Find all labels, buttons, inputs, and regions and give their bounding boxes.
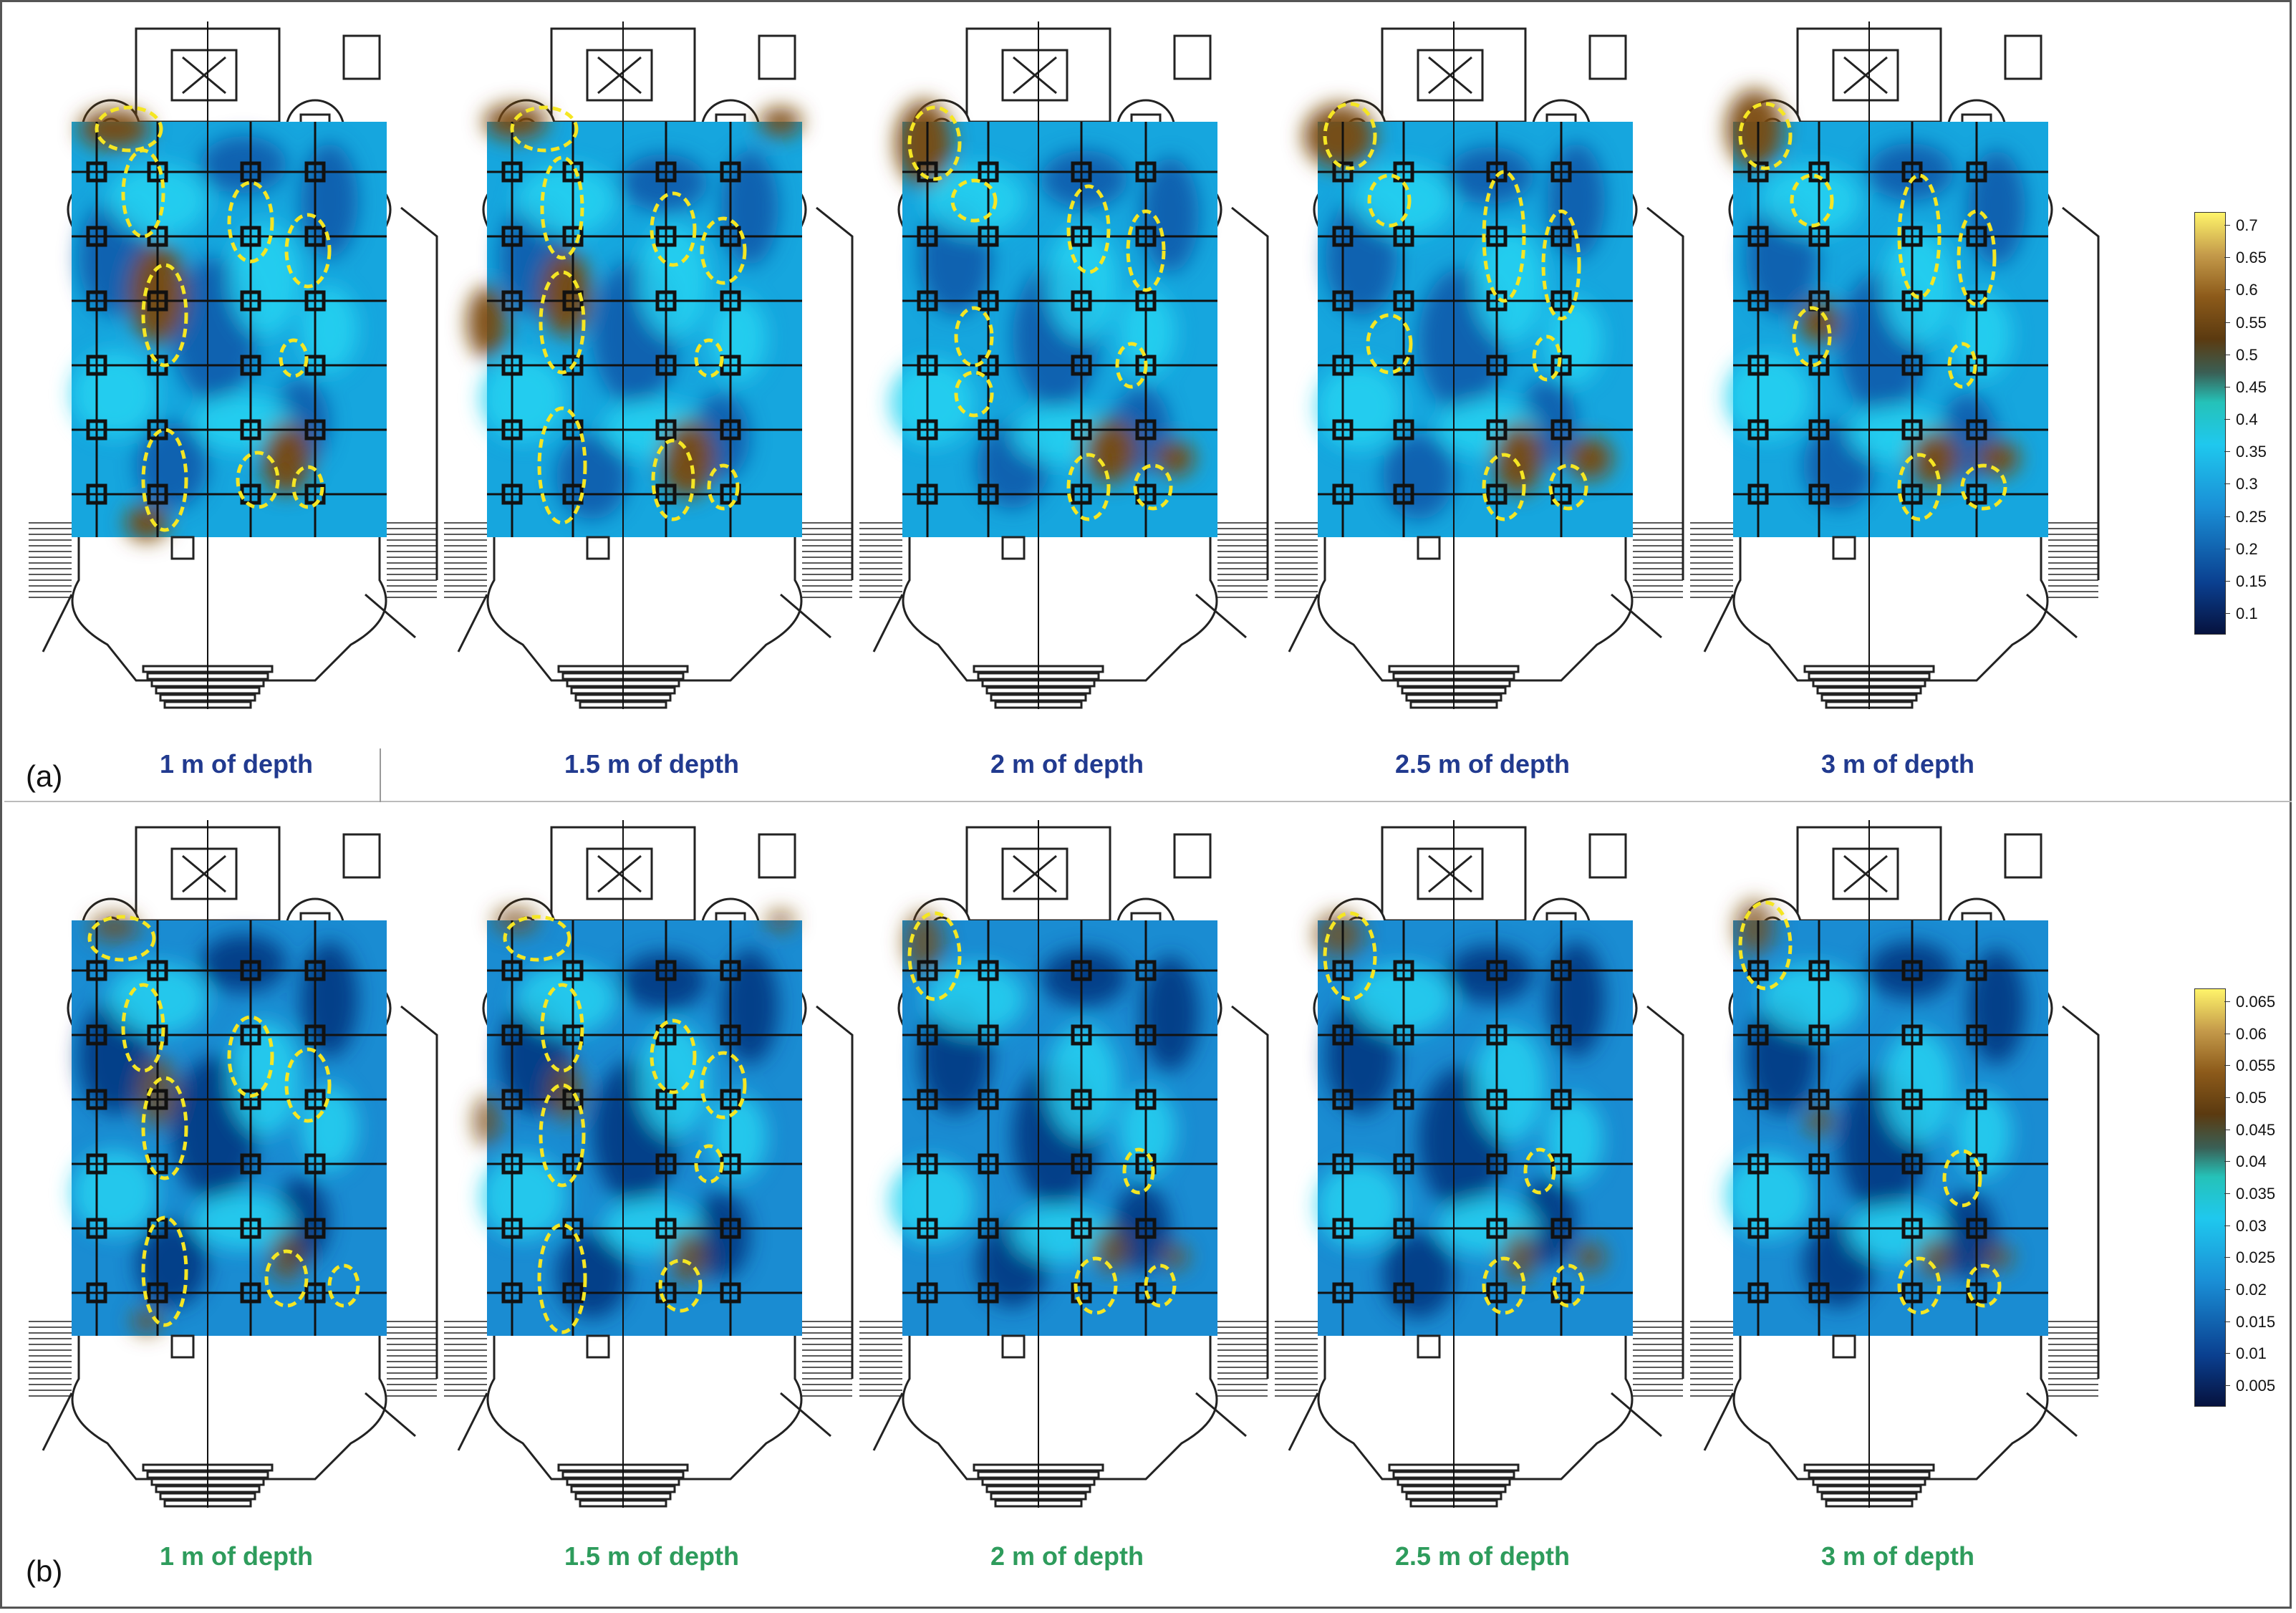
pillar-grid	[902, 820, 1217, 1508]
map-panel-a-3	[859, 21, 1275, 738]
caption-b-3: 2 m of depth	[990, 1541, 1144, 1571]
colorbar-tick: 0.45	[2224, 377, 2267, 396]
anomaly-highlights	[503, 915, 747, 1334]
pillar-grid	[1733, 820, 2048, 1508]
colorbar-gradient	[2194, 988, 2226, 1407]
colorbar-tick: 0.04	[2224, 1152, 2267, 1171]
colorbar-tick: 0.015	[2224, 1312, 2276, 1331]
pillar-grid	[487, 21, 802, 709]
colorbar-tick: 0.1	[2224, 605, 2258, 622]
pillar-grid	[72, 820, 387, 1508]
colorbar-tick: 0.15	[2224, 572, 2267, 590]
anomaly-highlights	[87, 915, 360, 1327]
colorbar-tick: 0.3	[2224, 475, 2258, 493]
colorbar-tick: 0.2	[2224, 539, 2258, 558]
anomaly-highlights	[1323, 911, 1585, 1315]
map-panel-a-5	[1690, 21, 2106, 738]
anomaly-highlights	[1323, 102, 1588, 521]
floor-plan-map	[1690, 21, 2100, 709]
heatmap-layer	[1303, 104, 1633, 537]
map-panel-b-3	[859, 820, 1275, 1536]
heatmap-layer	[1725, 900, 2048, 1336]
caption-a-5: 3 m of depth	[1821, 749, 1974, 779]
anomaly-highlights	[907, 105, 1173, 521]
colorbar-tick: 0.7	[2224, 216, 2258, 234]
colorbar-tick: 0.02	[2224, 1281, 2267, 1299]
caption-b-4: 2.5 m of depth	[1394, 1541, 1571, 1571]
heatmap-layer	[72, 913, 387, 1336]
row-divider	[4, 801, 2292, 802]
anomaly-highlights	[1738, 102, 2007, 521]
pillar-grid	[902, 21, 1217, 709]
floor-plan-map	[29, 820, 438, 1508]
floor-plan-map	[1690, 820, 2100, 1508]
row-label-a: (a)	[26, 759, 63, 793]
anomaly-highlights	[1738, 900, 2002, 1315]
colorbar-tick: 0.65	[2224, 249, 2267, 267]
colorbar-tick: 0.4	[2224, 410, 2258, 428]
map-panel-b-2	[444, 820, 859, 1536]
caption-a-4: 2.5 m of depth	[1394, 749, 1571, 779]
caption-a-1: 1 m of depth	[160, 749, 313, 779]
colorbar-tick: 0.35	[2224, 443, 2267, 461]
caption-b-1: 1 m of depth	[160, 1541, 313, 1571]
anomaly-highlights	[510, 105, 747, 525]
floor-plan-map	[1275, 21, 1684, 709]
heatmap-layer	[889, 912, 1217, 1336]
colorbar-tick: 0.05	[2224, 1089, 2267, 1107]
colorbar-tick: 0.025	[2224, 1248, 2276, 1267]
map-panel-b-4	[1275, 820, 1690, 1536]
colorbar-tick: 0.005	[2224, 1377, 2276, 1395]
anomaly-highlights	[907, 911, 1177, 1315]
colorbar-tick: 0.6	[2224, 281, 2258, 299]
row-label-b: (b)	[26, 1554, 63, 1588]
map-panel-a-4	[1275, 21, 1690, 738]
colorbar-tick: 0.055	[2224, 1056, 2276, 1075]
caption-a-2: 1.5 m of depth	[564, 749, 740, 779]
floor-plan-map	[859, 21, 1269, 709]
floor-plan-map	[444, 21, 854, 709]
colorbar-tick: 0.25	[2224, 507, 2267, 526]
floor-plan-map	[444, 820, 854, 1508]
colorbar-tick: 0.01	[2224, 1344, 2267, 1363]
map-panel-a-1	[29, 21, 444, 738]
colorbar-gradient	[2194, 212, 2226, 635]
heatmap-layer	[889, 100, 1217, 537]
floor-plan-map	[29, 21, 438, 709]
colorbar-tick: 0.065	[2224, 993, 2276, 1011]
pillar-grid	[1733, 21, 2048, 709]
colorbar-b: 0.065 0.06 0.055 0.05 0.045 0.04 0.035 0.03 0.02…	[2194, 988, 2296, 1407]
map-panel-a-2	[444, 21, 859, 738]
heatmap-layer	[467, 104, 802, 537]
heatmap-layer	[1314, 912, 1633, 1336]
colorbar-tick: 0.55	[2224, 313, 2267, 332]
colorbar-tick: 0.5	[2224, 345, 2258, 364]
colorbar-a: 0.7 0.65 0.6 0.55 0.5 0.45 0.4 0.35 0.3 0.25 0.2 0.…	[2194, 212, 2296, 635]
map-panel-b-1	[29, 820, 444, 1536]
floor-plan-map	[1275, 820, 1684, 1508]
colorbar-tick: 0.06	[2224, 1024, 2267, 1043]
map-panel-b-5	[1690, 820, 2106, 1536]
caption-b-5: 3 m of depth	[1821, 1541, 1974, 1571]
anomaly-highlights	[95, 105, 332, 532]
colorbar-tick: 0.03	[2224, 1216, 2267, 1235]
heatmap-layer	[1725, 90, 2048, 537]
colorbar-tick: 0.035	[2224, 1185, 2276, 1203]
colorbar-tick: 0.045	[2224, 1120, 2276, 1139]
floor-plan-map	[859, 820, 1269, 1508]
heatmap-layer	[72, 109, 387, 541]
label-separator	[380, 748, 381, 802]
caption-a-3: 2 m of depth	[990, 749, 1144, 779]
caption-b-2: 1.5 m of depth	[564, 1541, 740, 1571]
